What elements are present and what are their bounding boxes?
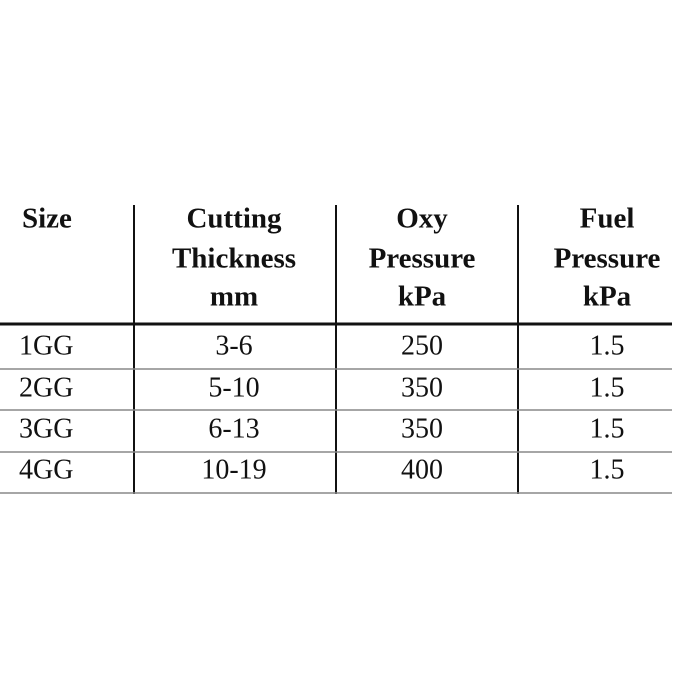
cell-text: 6-13 <box>208 413 259 444</box>
cell-text: 1.5 <box>590 413 625 444</box>
header-text: Fuel <box>580 203 635 235</box>
cell-text: 3GG <box>19 413 73 444</box>
cell-text: 4GG <box>19 454 73 485</box>
cell-text: 350 <box>401 413 443 444</box>
header-text: kPa <box>398 281 447 313</box>
cell-text: 1GG <box>19 330 73 361</box>
header-text: mm <box>210 281 258 313</box>
header-text: Oxy <box>396 203 448 235</box>
header-text: Pressure <box>369 243 476 275</box>
cell-text: 250 <box>401 330 443 361</box>
header-text: Cutting <box>186 203 282 235</box>
header-text: kPa <box>583 281 632 313</box>
header-text: Pressure <box>554 243 661 275</box>
cell-text: 1.5 <box>590 372 625 403</box>
cell-text: 5-10 <box>208 372 259 403</box>
cell-text: 1.5 <box>590 330 625 361</box>
cell-text: 1.5 <box>590 454 625 485</box>
header-text: Size <box>22 203 72 235</box>
header-text: Thickness <box>172 243 296 275</box>
cell-text: 10-19 <box>201 454 266 485</box>
cell-text: 350 <box>401 372 443 403</box>
cell-text: 2GG <box>19 372 73 403</box>
cell-text: 400 <box>401 454 443 485</box>
cell-text: 3-6 <box>215 330 252 361</box>
